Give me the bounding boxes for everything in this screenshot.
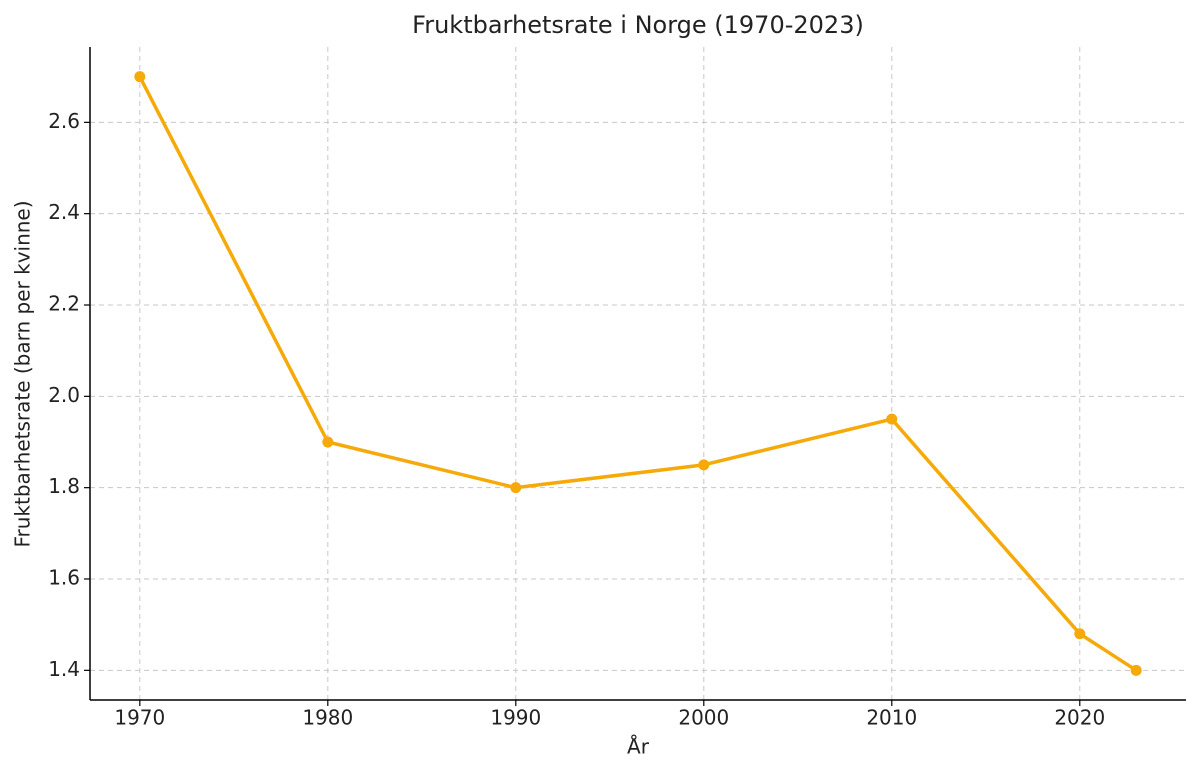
data-line (138, 75, 1138, 672)
data-point (1130, 664, 1142, 676)
y-tick-label: 2.4 (48, 200, 80, 224)
y-tick-label: 1.4 (48, 657, 80, 681)
x-axis-label: År (627, 735, 650, 759)
x-tick-label: 1980 (302, 706, 353, 730)
data-point (886, 413, 898, 425)
y-tick-label: 1.8 (48, 474, 80, 498)
y-tick-label: 1.6 (48, 565, 80, 589)
data-point (134, 71, 146, 83)
data-point (698, 459, 710, 471)
data-point (322, 436, 334, 448)
x-tick-label: 1970 (114, 706, 165, 730)
x-tick-label: 2000 (678, 706, 729, 730)
x-tick-label: 2020 (1054, 706, 1105, 730)
x-tick-label: 1990 (490, 706, 541, 730)
data-point (510, 482, 522, 494)
chart-title: Fruktbarhetsrate i Norge (1970-2023) (412, 11, 864, 39)
data-point (1074, 628, 1086, 640)
y-tick-label: 2.6 (48, 109, 80, 133)
x-tick-label: 2010 (866, 706, 917, 730)
y-axis-label: Fruktbarhetsrate (barn per kvinne) (11, 200, 35, 547)
y-tick-label: 2.0 (48, 383, 80, 407)
y-tick-label: 2.2 (48, 292, 80, 316)
